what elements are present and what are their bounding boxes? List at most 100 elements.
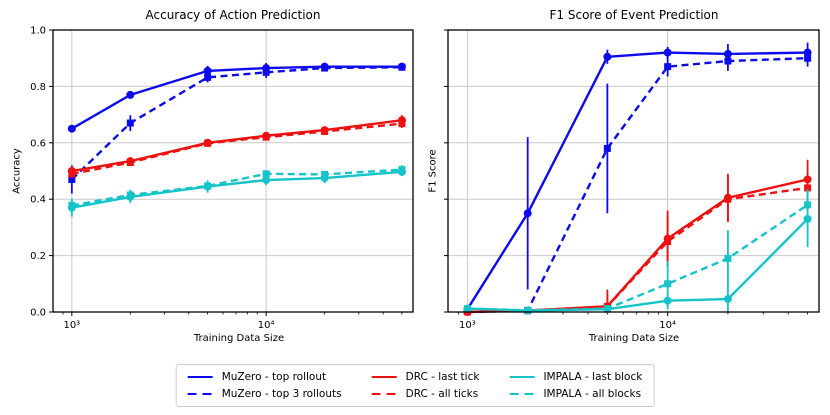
marker-square xyxy=(321,170,329,178)
legend-item-drc-last-tick: DRC - last tick xyxy=(371,370,480,384)
marker-square xyxy=(126,191,134,199)
x-tick-label: 10³ xyxy=(63,320,80,331)
series-muzero-top-3-rollouts xyxy=(463,49,812,316)
series-line xyxy=(467,186,808,314)
gridlines xyxy=(53,29,413,313)
legend-item-muzero-top-3-rollouts: MuZero - top 3 rollouts xyxy=(187,387,342,401)
legend-line-sample-solid-cyan xyxy=(509,375,535,379)
marker-square xyxy=(664,63,672,71)
marker-square xyxy=(262,68,270,76)
legend-label: MuZero - top rollout xyxy=(221,370,327,383)
y-tick-label: 0.4 xyxy=(30,195,46,206)
marker-circle xyxy=(723,295,732,304)
marker-square xyxy=(664,238,672,245)
x-tick-label: 10³ xyxy=(459,320,476,331)
marker-circle xyxy=(262,176,271,185)
y-tick-label: 0.2 xyxy=(30,251,46,262)
marker-circle xyxy=(126,90,135,99)
marker-square xyxy=(68,201,76,209)
series-muzero-top-3-rollouts xyxy=(68,63,406,194)
marker-circle xyxy=(663,48,672,57)
series-impala-all-blocks xyxy=(463,189,812,314)
marker-square xyxy=(724,57,732,65)
marker-circle xyxy=(523,209,532,218)
marker-square xyxy=(204,73,212,81)
y-tick-label: 0.0 xyxy=(30,308,46,319)
series-line xyxy=(466,51,808,310)
right-chart-title: F1 Score of Event Prediction xyxy=(549,8,719,22)
marker-square xyxy=(262,170,270,178)
marker-square xyxy=(398,166,406,174)
plot-border xyxy=(447,29,820,313)
marker-square xyxy=(804,184,812,192)
series-impala-all-blocks xyxy=(68,165,406,212)
marker-circle xyxy=(603,52,612,61)
legend-item-drc-all-ticks: DRC - all ticks xyxy=(371,387,480,401)
legend-item-impala-last-block: IMPALA - last block xyxy=(509,370,642,384)
marker-square xyxy=(68,175,76,183)
marker-square xyxy=(603,305,611,313)
series-muzero-top-rollout xyxy=(67,62,406,133)
marker-square xyxy=(398,120,406,128)
y-tick-label: 1.0 xyxy=(30,26,46,37)
legend-line-sample-dashed-blue xyxy=(187,392,213,396)
marker-square xyxy=(204,182,212,190)
series-drc-all-ticks xyxy=(68,119,406,179)
x-tick-label: 10⁴ xyxy=(659,320,676,331)
series-line xyxy=(467,203,809,312)
marker-square xyxy=(804,54,812,62)
legend-label: MuZero - top 3 rollouts xyxy=(221,387,342,400)
legend-line-sample-solid-blue xyxy=(187,375,213,379)
series-drc-last-tick xyxy=(67,115,406,177)
legend-line-sample-dashed-red xyxy=(371,392,397,396)
y-tick-label: 0.6 xyxy=(30,138,46,149)
legend-item-impala-all-blocks: IMPALA - all blocks xyxy=(509,387,642,401)
marker-square xyxy=(262,133,270,141)
marker-square xyxy=(126,119,134,127)
marker-square xyxy=(724,195,732,203)
legend-label: IMPALA - all blocks xyxy=(543,387,642,400)
plot-border xyxy=(52,29,414,313)
right-x-axis-label: Training Data Size xyxy=(588,333,680,344)
legend-line-sample-dashed-cyan xyxy=(509,392,535,396)
series-drc-all-ticks xyxy=(463,173,812,316)
marker-circle xyxy=(203,66,212,75)
legend-line-sample-solid-red xyxy=(371,375,397,379)
marker-square xyxy=(126,159,134,167)
series-impala-last-block xyxy=(67,167,406,217)
right-y-axis-label: F1 Score xyxy=(427,149,439,193)
gridlines xyxy=(448,29,819,313)
f1-plot-area: 10³ 10⁴ xyxy=(444,29,820,331)
legend: MuZero - top rollout MuZero - top 3 roll… xyxy=(175,364,655,407)
left-chart-title: Accuracy of Action Prediction xyxy=(145,8,321,22)
marker-square xyxy=(664,280,672,288)
accuracy-plot-area: 0.0 0.2 0.4 0.6 0.8 1.0 10³ 10⁴ xyxy=(30,26,414,331)
y-tick-label: 0.8 xyxy=(30,82,46,93)
marker-square xyxy=(321,128,329,136)
series-line xyxy=(70,66,402,181)
series-line xyxy=(71,122,403,175)
marker-circle xyxy=(67,124,76,133)
series-line xyxy=(71,119,403,173)
x-tick-label: 10⁴ xyxy=(258,320,275,331)
series-line xyxy=(71,168,403,207)
series-muzero-top-rollout xyxy=(463,42,812,314)
marker-square xyxy=(204,139,212,147)
left-y-axis-label: Accuracy xyxy=(11,148,23,194)
axis-ticks: 0.0 0.2 0.4 0.6 0.8 1.0 10³ 10⁴ xyxy=(30,26,403,331)
legend-item-muzero-top-rollout: MuZero - top rollout xyxy=(187,370,342,384)
series-line xyxy=(71,170,403,209)
series-line xyxy=(467,218,809,312)
marker-square xyxy=(724,254,732,262)
marker-square xyxy=(398,63,406,71)
legend-label: DRC - all ticks xyxy=(405,387,479,400)
left-x-axis-label: Training Data Size xyxy=(193,333,285,344)
marker-square xyxy=(463,305,471,313)
series-drc-last-tick xyxy=(463,159,812,316)
marker-square xyxy=(524,306,532,314)
marker-square xyxy=(603,144,611,152)
marker-square xyxy=(804,201,812,209)
marker-square xyxy=(321,64,329,72)
legend-label: DRC - last tick xyxy=(405,370,480,383)
